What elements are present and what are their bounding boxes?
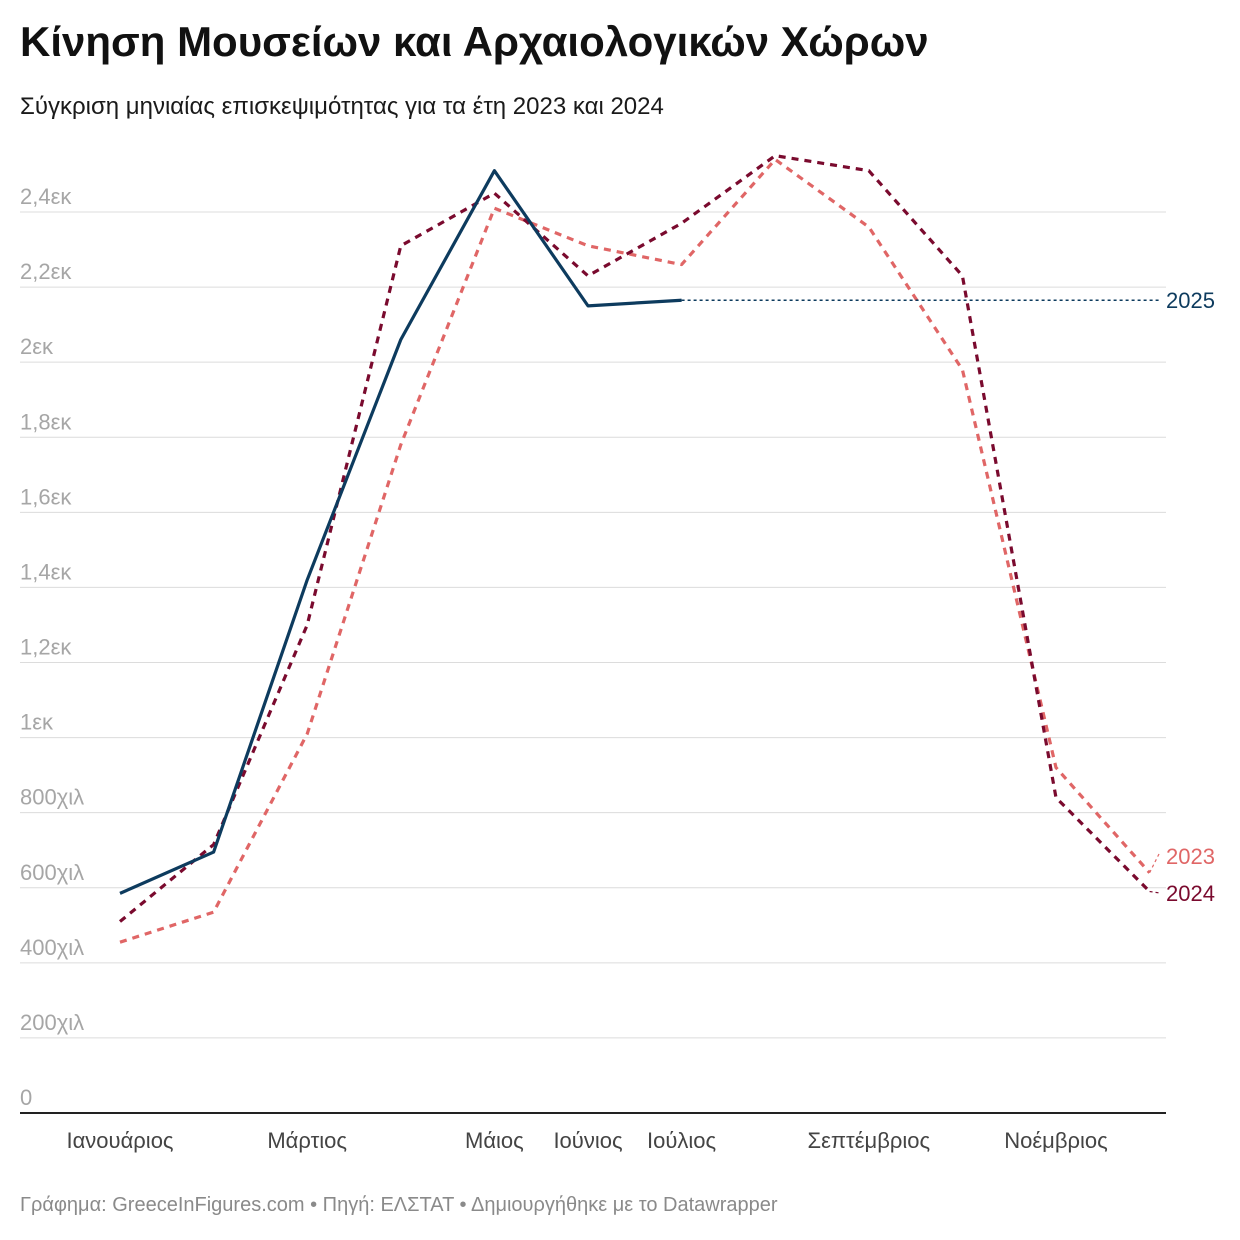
y-tick-label: 1,2εκ bbox=[20, 635, 72, 660]
y-tick-label: 1,6εκ bbox=[20, 484, 72, 509]
label-connector-2024 bbox=[1149, 890, 1161, 894]
x-tick-label: Ιούλιος bbox=[647, 1128, 716, 1153]
y-tick-label: 1εκ bbox=[20, 710, 54, 735]
y-axis-ticks: 0 200χιλ 400χιλ 600χιλ 800χιλ 1εκ 1,2εκ 1,4εκ 1,… bbox=[20, 184, 84, 1110]
series-labels: 2025 2023 2024 bbox=[1149, 288, 1215, 906]
y-tick-label: 2,4εκ bbox=[20, 184, 72, 209]
series-label-2025: 2025 bbox=[1166, 288, 1215, 313]
y-tick-label: 2εκ bbox=[20, 334, 54, 359]
series-line-2025 bbox=[119, 169, 682, 895]
source-footer: Γράφημα: GreeceInFigures.com • Πηγή: ΕΛΣ… bbox=[20, 1194, 778, 1216]
x-tick-label: Μάιος bbox=[465, 1128, 524, 1153]
x-tick-label: Ιανουάριος bbox=[66, 1128, 173, 1153]
series-label-2024: 2024 bbox=[1166, 881, 1215, 906]
chart-subtitle: Σύγκριση μηνιαίας επισκεψιμότητας για τα… bbox=[20, 93, 664, 120]
x-axis-ticks: Ιανουάριος Μάρτιος Μάιος Ιούνιος Ιούλιος Σεπτ… bbox=[66, 1128, 1107, 1153]
series-label-2023: 2023 bbox=[1166, 844, 1215, 869]
series-lines bbox=[118, 154, 1160, 944]
series-line-2023 bbox=[119, 157, 1151, 944]
series-line-2024 bbox=[118, 154, 1151, 923]
chart-title: Κίνηση Μουσείων και Αρχαιολογικών Χώρων bbox=[20, 18, 929, 65]
y-tick-label: 1,4εκ bbox=[20, 559, 72, 584]
x-tick-label: Ιούνιος bbox=[553, 1128, 622, 1153]
label-connector-2023 bbox=[1149, 851, 1161, 874]
grid-lines bbox=[20, 211, 1166, 1114]
x-tick-label: Νοέμβριος bbox=[1004, 1128, 1108, 1153]
y-tick-label: 1,8εκ bbox=[20, 409, 72, 434]
y-tick-label: 0 bbox=[20, 1085, 32, 1110]
y-tick-label: 400χιλ bbox=[20, 935, 84, 960]
y-tick-label: 2,2εκ bbox=[20, 259, 72, 284]
y-tick-label: 600χιλ bbox=[20, 860, 84, 885]
x-tick-label: Μάρτιος bbox=[267, 1128, 347, 1153]
y-tick-label: 200χιλ bbox=[20, 1010, 84, 1035]
y-tick-label: 800χιλ bbox=[20, 785, 84, 810]
x-tick-label: Σεπτέμβριος bbox=[807, 1128, 930, 1153]
